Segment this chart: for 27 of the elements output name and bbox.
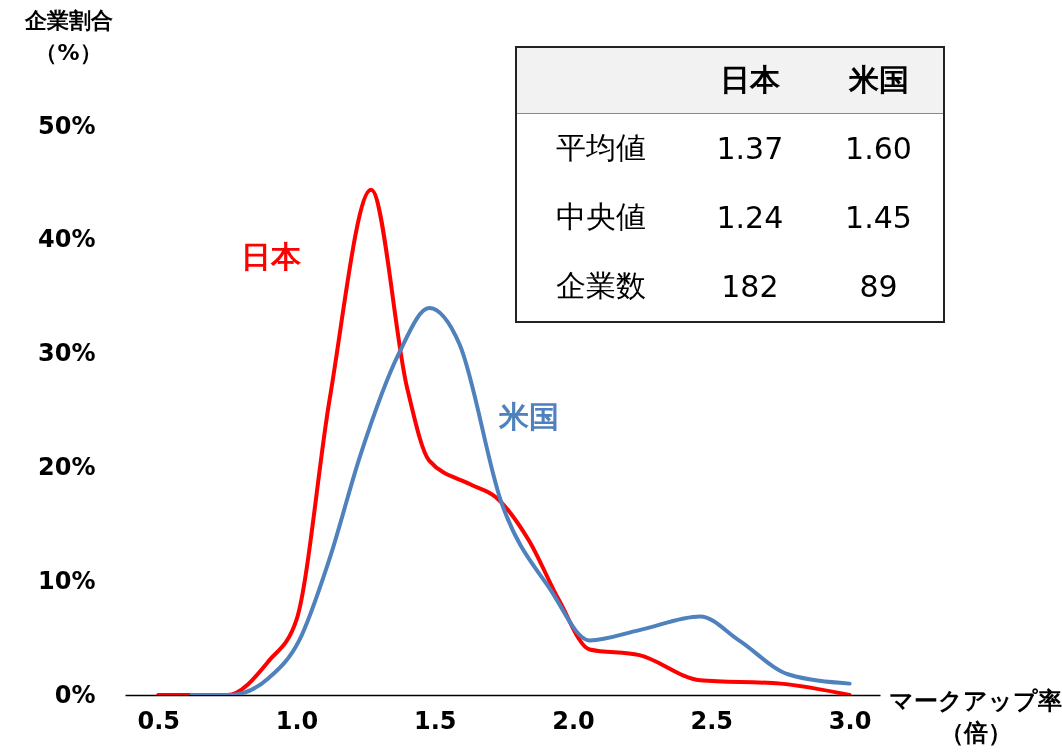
- annotation: 1.45: [844, 199, 913, 237]
- y-tick-label: 30%: [38, 339, 96, 368]
- annotation: 1.24: [715, 199, 785, 237]
- x-tick-label: 3.0: [828, 706, 872, 735]
- y-tick-label: 50%: [38, 111, 96, 140]
- annotation: 89: [858, 268, 899, 306]
- annotation: 中央値: [555, 198, 648, 236]
- annotation: 182: [720, 268, 780, 306]
- y-tick-label: 10%: [38, 566, 96, 595]
- x-tick-label: 2.5: [690, 706, 734, 735]
- y-tick-label: 20%: [38, 452, 96, 481]
- series-label: 米国: [498, 399, 560, 435]
- x-tick-label: 1.0: [275, 706, 319, 735]
- x-tick-label: 2.0: [552, 706, 595, 735]
- annotation: 平均値: [555, 129, 648, 167]
- table-header: 日本 米国: [516, 47, 944, 114]
- annotation: 1.60: [844, 130, 913, 168]
- line-series: [189, 306, 852, 695]
- x-axis-title: マークアップ率（倍）: [889, 686, 1062, 747]
- y-tick-label: 40%: [38, 225, 96, 254]
- annotation: 1.37: [715, 130, 785, 168]
- y-axis-title: 企業割合（%）: [23, 7, 113, 65]
- x-tick-label: 0.5: [137, 706, 180, 735]
- annotation: 企業数: [555, 267, 648, 305]
- x-tick-label: 1.5: [413, 706, 457, 735]
- y-tick-label: 0%: [54, 680, 96, 709]
- series-label: 日本: [241, 238, 303, 274]
